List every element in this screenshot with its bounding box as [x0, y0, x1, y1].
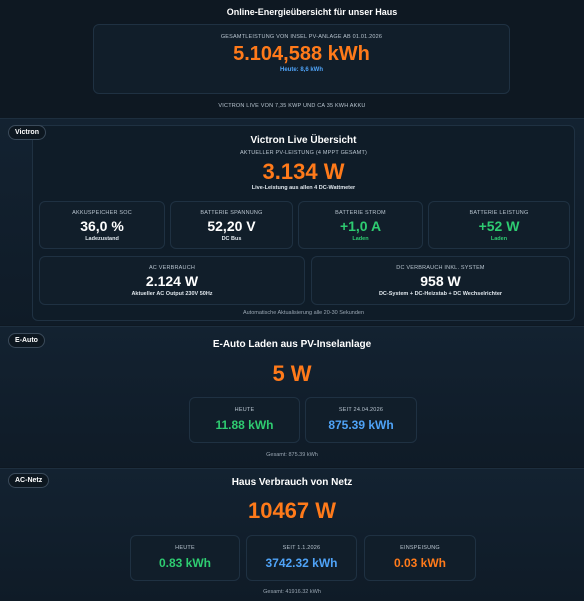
card-value: 0.03 kWh — [393, 556, 447, 570]
card-label: BATTERIE SPANNUNG — [200, 210, 263, 216]
card-value: +52 W — [478, 218, 520, 234]
card-value: +1,0 A — [339, 218, 382, 234]
acnetz-value: 10467 W — [247, 498, 337, 523]
card-value: 36,0 % — [80, 218, 124, 234]
card: BATTERIE STROM +1,0 A Laden — [298, 201, 423, 249]
card-value: 2.124 W — [145, 273, 199, 289]
card-value: 52,20 V — [207, 218, 256, 234]
card-sub: Laden — [352, 236, 369, 242]
card-sub: DC Bus — [221, 236, 242, 242]
card: DC VERBRAUCH INKL. SYSTEM 958 W DC-Syste… — [311, 256, 570, 305]
eauto-value: 5 W — [272, 361, 312, 386]
acnetz-section: AC-Netz Haus Verbrauch von Netz 10467 W … — [0, 468, 584, 601]
eauto-section: E-Auto E-Auto Laden aus PV-Inselanlage 5… — [0, 326, 584, 467]
victron-title: Victron Live Übersicht — [250, 135, 357, 146]
page-title: Online-Energieübersicht für unser Haus — [226, 7, 398, 17]
section-tag: Victron — [8, 125, 46, 140]
acnetz-title: Haus Verbrauch von Netz — [231, 477, 353, 488]
total-label: GESAMTLEISTUNG VON INSEL PV-ANLAGE AB 01… — [220, 34, 383, 40]
victron-panel: Victron Live Übersicht AKTUELLER PV-LEIS… — [32, 125, 575, 321]
card: HEUTE 11.88 kWh — [189, 397, 300, 443]
card: AC VERBRAUCH 2.124 W Aktueller AC Output… — [39, 256, 305, 305]
card-label: BATTERIE LEISTUNG — [469, 210, 529, 216]
card-label: EINSPEISUNG — [400, 545, 440, 551]
card-sub: Aktueller AC Output 230V 50Hz — [131, 291, 213, 297]
card-sub: Laden — [490, 236, 508, 242]
card-value: 11.88 kWh — [215, 418, 274, 432]
card: SEIT 1.1.2026 3742.32 kWh — [246, 535, 357, 581]
card-sub: Ladezustand — [85, 236, 119, 242]
victron-value: 3.134 W — [262, 159, 345, 184]
card-value: 958 W — [420, 273, 461, 289]
card: SEIT 24.04.2026 875.39 kWh — [305, 397, 417, 443]
card: BATTERIE SPANNUNG 52,20 V DC Bus — [170, 201, 293, 249]
victron-label: AKTUELLER PV-LEISTUNG (4 MPPT GESAMT) — [239, 150, 368, 156]
eauto-title: E-Auto Laden aus PV-Inselanlage — [212, 339, 372, 350]
section-tag: E-Auto — [8, 333, 45, 348]
card: HEUTE 0.83 kWh — [130, 535, 240, 581]
card-value: 3742.32 kWh — [265, 556, 338, 570]
card: AKKUSPEICHER SOC 36,0 % Ladezustand — [39, 201, 165, 249]
card-label: SEIT 24.04.2026 — [338, 407, 384, 413]
section-tag: AC-Netz — [8, 473, 50, 488]
card-value: 875.39 kWh — [328, 418, 394, 432]
subtitle: VICTRON LIVE VON 7,35 KWP UND CA 35 KWH … — [218, 103, 366, 109]
card: BATTERIE LEISTUNG +52 W Laden — [428, 201, 570, 249]
total-value: 5.104,588 kWh — [233, 43, 370, 65]
victron-note: Live-Leistung aus allen 4 DC-Wattmeter — [251, 185, 356, 191]
card-label: AC VERBRAUCH — [148, 265, 196, 271]
total-today: Heute: 8,6 kWh — [279, 67, 323, 73]
card-label: SEIT 1.1.2026 — [282, 545, 321, 551]
victron-footer: Automatische Aktualisierung alle 20-30 S… — [242, 310, 365, 316]
total-box: GESAMTLEISTUNG VON INSEL PV-ANLAGE AB 01… — [93, 24, 510, 94]
card-label: HEUTE — [234, 407, 255, 413]
eauto-footer: Gesamt: 875.39 kWh — [266, 452, 318, 458]
card-label: DC VERBRAUCH INKL. SYSTEM — [396, 265, 485, 271]
acnetz-footer: Gesamt: 41916.32 kWh — [263, 589, 321, 595]
victron-section: Victron Live Übersicht AKTUELLER PV-LEIS… — [0, 118, 584, 325]
card-label: HEUTE — [175, 545, 195, 551]
card-label: BATTERIE STROM — [335, 210, 386, 216]
card: EINSPEISUNG 0.03 kWh — [364, 535, 476, 581]
card-label: AKKUSPEICHER SOC — [72, 210, 132, 216]
card-sub: DC-System + DC-Heizstab + DC Wechselrich… — [378, 291, 503, 297]
card-value: 0.83 kWh — [158, 556, 212, 570]
